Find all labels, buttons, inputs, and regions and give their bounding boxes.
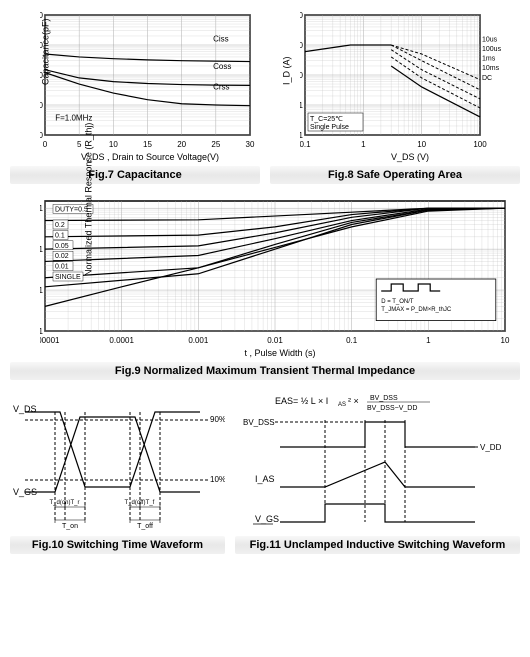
svg-text:1: 1 [426, 336, 431, 345]
svg-text:0.01: 0.01 [40, 286, 44, 295]
svg-text:100: 100 [40, 101, 44, 110]
svg-text:DC: DC [482, 75, 492, 82]
svg-text:5: 5 [77, 140, 82, 149]
svg-text:BV_DSS: BV_DSS [370, 395, 398, 402]
svg-text:Single Pulse: Single Pulse [310, 124, 349, 131]
svg-text:T_f: T_f [146, 500, 155, 506]
fig9-caption: Fig.9 Normalized Maximum Transient Therm… [10, 362, 520, 380]
fig7-chart: 051015202530CissCossCrssF=1.0MHz10100100… [40, 10, 260, 150]
svg-text:90%: 90% [210, 415, 225, 424]
svg-text:100us: 100us [482, 46, 502, 53]
svg-text:1: 1 [361, 140, 366, 149]
svg-text:V_GS: V_GS [255, 514, 279, 524]
svg-text:Crss: Crss [213, 82, 229, 91]
svg-text:10: 10 [417, 140, 426, 149]
fig10-caption: Fig.10 Switching Time Waveform [10, 536, 225, 554]
svg-text:1: 1 [300, 101, 304, 110]
svg-text:1: 1 [40, 204, 44, 213]
svg-text:AS: AS [338, 402, 346, 408]
svg-text:0.1: 0.1 [300, 140, 311, 149]
svg-text:0.001: 0.001 [40, 327, 44, 336]
svg-text:15: 15 [143, 140, 152, 149]
fig9-panel: 0.000010.00010.0010.010.1110DUTY=0.50.20… [10, 196, 520, 380]
fig8-svg: 0.1 1 10 100 10us 100us 1ms 10ms DC T_C=25℃Single… [300, 10, 515, 150]
svg-text:0.05: 0.05 [55, 243, 69, 250]
fig8-chart: 0.1 1 10 100 10us 100us 1ms 10ms DC T_C=25℃Single… [300, 10, 520, 150]
svg-text:T_JMAX = P_DM×R_thJC: T_JMAX = P_DM×R_thJC [381, 307, 452, 313]
svg-text:100: 100 [300, 41, 304, 50]
svg-text:20: 20 [177, 140, 186, 149]
svg-text:V_DS: V_DS [13, 404, 37, 414]
fig9-svg: 0.000010.00010.0010.010.1110DUTY=0.50.20… [40, 196, 510, 346]
fig11-svg: EAS= ½ L × I AS² × BV_DSS BV_DSS−V_DD BV_DSS… [235, 392, 510, 532]
svg-text:BV_DSS−V_DD: BV_DSS−V_DD [367, 405, 417, 412]
fig8-panel: 0.1 1 10 100 10us 100us 1ms 10ms DC T_C=25℃Single… [270, 10, 520, 184]
svg-text:I_AS: I_AS [255, 474, 275, 484]
svg-text:0.01: 0.01 [55, 264, 69, 271]
svg-text:10us: 10us [482, 36, 498, 43]
svg-text:0.00001: 0.00001 [40, 336, 60, 345]
svg-text:0: 0 [43, 140, 48, 149]
svg-text:30: 30 [246, 140, 255, 149]
fig8-caption: Fig.8 Safe Operating Area [270, 166, 520, 184]
svg-text:0.001: 0.001 [188, 336, 209, 345]
svg-text:T_C=25℃: T_C=25℃ [310, 116, 343, 123]
svg-text:T_off: T_off [137, 523, 153, 530]
svg-text:T_d(off): T_d(off) [125, 500, 146, 506]
svg-text:10ms: 10ms [482, 65, 500, 72]
fig7-caption: Fig.7 Capacitance [10, 166, 260, 184]
svg-text:10: 10 [40, 131, 44, 140]
svg-text:F=1.0MHz: F=1.0MHz [55, 114, 92, 123]
fig10-panel: 90% 10% V_DS V_GS T_d(on)T_r T_d(off)T_f T_on T… [10, 392, 225, 554]
fig9-xlabel: t , Pulse Width (s) [40, 348, 520, 358]
svg-text:EAS= ½ L × I: EAS= ½ L × I [275, 396, 328, 406]
fig7-xlabel: V_DS , Drain to Source Voltage(V) [40, 152, 260, 162]
svg-text:Coss: Coss [213, 62, 231, 71]
svg-text:1000: 1000 [300, 11, 304, 20]
svg-text:0.0001: 0.0001 [109, 336, 134, 345]
svg-text:100: 100 [473, 140, 487, 149]
svg-text:0.1: 0.1 [40, 245, 44, 254]
svg-text:² ×: ² × [348, 396, 359, 406]
svg-text:10: 10 [501, 336, 510, 345]
svg-text:SINGLE: SINGLE [55, 274, 81, 281]
fig8-ylabel: I_D (A) [281, 56, 291, 85]
fig7-ylabel: Capacitance(pF) [40, 18, 50, 85]
svg-text:10%: 10% [210, 475, 225, 484]
svg-text:0.01: 0.01 [267, 336, 283, 345]
fig11-caption: Fig.11 Unclamped Inductive Switching Wav… [235, 536, 520, 554]
svg-text:Ciss: Ciss [213, 34, 229, 43]
fig7-svg: 051015202530CissCossCrssF=1.0MHz10100100… [40, 10, 255, 150]
row-2: 0.000010.00010.0010.010.1110DUTY=0.50.20… [10, 196, 520, 380]
svg-text:T_r: T_r [71, 500, 80, 506]
svg-text:T_d(on): T_d(on) [49, 500, 70, 506]
svg-text:0.1: 0.1 [346, 336, 358, 345]
svg-text:D = T_ON/T: D = T_ON/T [381, 299, 414, 305]
row-3: 90% 10% V_DS V_GS T_d(on)T_r T_d(off)T_f T_on T… [10, 392, 520, 554]
svg-text:T_on: T_on [62, 523, 78, 530]
fig9-chart: 0.000010.00010.0010.010.1110DUTY=0.50.20… [40, 196, 520, 346]
svg-text:0.2: 0.2 [55, 222, 65, 229]
fig7-panel: 051015202530CissCossCrssF=1.0MHz10100100… [10, 10, 260, 184]
svg-text:10: 10 [109, 140, 118, 149]
svg-text:V_DD: V_DD [480, 443, 502, 452]
fig8-xlabel: V_DS (V) [300, 152, 520, 162]
svg-text:0.02: 0.02 [55, 253, 69, 260]
svg-text:25: 25 [211, 140, 220, 149]
fig9-ylabel: Normalized Thermal Response (R_thj) [84, 123, 94, 276]
fig10-svg: 90% 10% V_DS V_GS T_d(on)T_r T_d(off)T_f T_on T… [10, 392, 225, 532]
svg-text:1ms: 1ms [482, 56, 496, 63]
svg-text:BV_DSS: BV_DSS [243, 418, 275, 427]
fig11-panel: EAS= ½ L × I AS² × BV_DSS BV_DSS−V_DD BV_DSS… [235, 392, 520, 554]
svg-text:V_GS: V_GS [13, 487, 37, 497]
svg-text:0.1: 0.1 [300, 131, 304, 140]
svg-text:10: 10 [300, 71, 304, 80]
svg-text:0.1: 0.1 [55, 232, 65, 239]
